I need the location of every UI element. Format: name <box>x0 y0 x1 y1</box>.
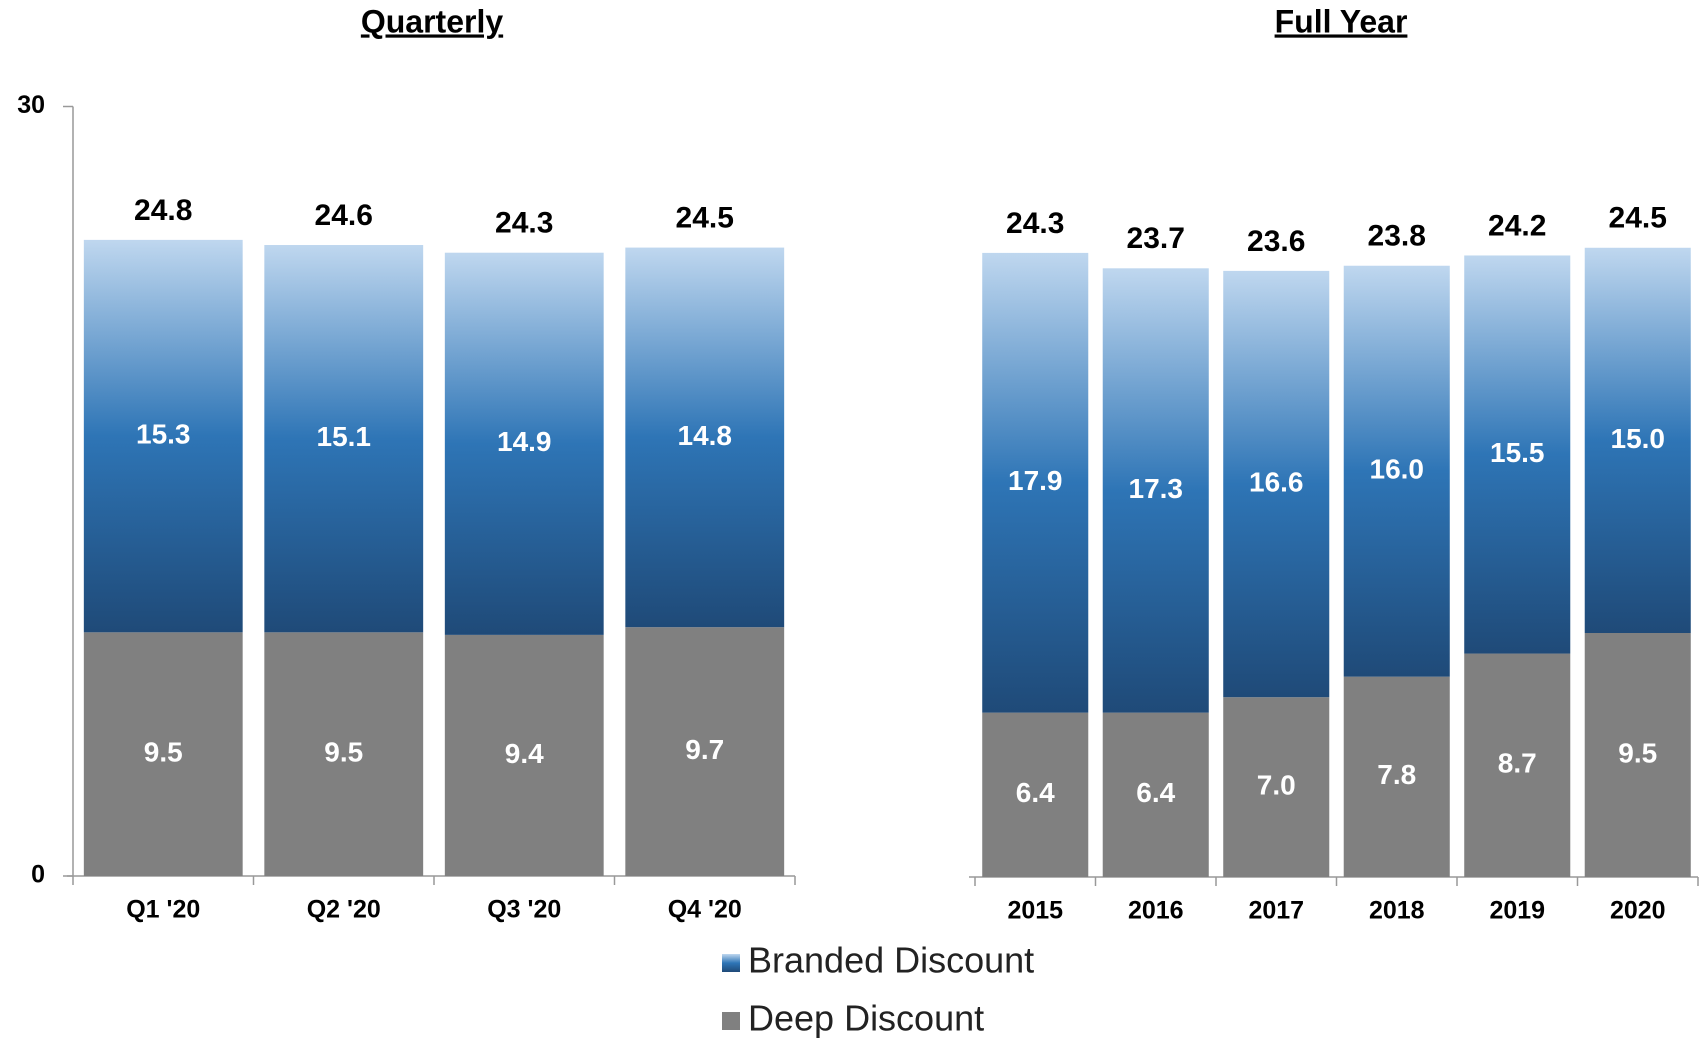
segment-label: 9.5 <box>144 737 183 768</box>
bar-segment <box>444 252 604 635</box>
x-tick-label: 2015 <box>1007 897 1063 925</box>
segment-label: 9.4 <box>505 738 544 769</box>
segment-label: 17.3 <box>1129 473 1184 504</box>
x-tick-label: Q4 '20 <box>668 896 742 924</box>
legend-label: Branded Discount <box>748 940 1034 981</box>
total-label: 23.8 <box>1368 220 1426 253</box>
total-label: 24.3 <box>495 207 553 240</box>
bar-segment <box>1343 265 1450 677</box>
y-tick-label: 30 <box>17 91 45 119</box>
segment-label: 16.6 <box>1249 466 1304 497</box>
bar-segment <box>1223 270 1330 698</box>
legend-swatch <box>722 954 740 972</box>
bar-segment <box>264 632 424 876</box>
total-label: 24.2 <box>1488 209 1546 242</box>
chart-title: Quarterly <box>361 3 503 39</box>
segment-label: 15.3 <box>136 418 191 449</box>
segment-label: 6.4 <box>1136 777 1175 808</box>
x-tick-label: Q1 '20 <box>126 896 200 924</box>
bar-segment <box>83 632 243 876</box>
bar-segment <box>1584 247 1691 634</box>
bar-segment <box>1102 268 1209 713</box>
total-label: 23.7 <box>1127 222 1185 255</box>
segment-label: 14.9 <box>497 426 552 457</box>
segment-label: 9.7 <box>685 734 724 765</box>
legend-label: Deep Discount <box>748 998 984 1039</box>
segment-label: 16.0 <box>1370 454 1425 485</box>
segment-label: 8.7 <box>1498 748 1537 779</box>
total-label: 24.3 <box>1006 207 1064 240</box>
bar-segment <box>1464 653 1571 877</box>
segment-label: 7.0 <box>1257 769 1296 800</box>
x-tick-label: Q3 '20 <box>487 896 561 924</box>
bar-segment <box>982 252 1089 713</box>
total-label: 24.8 <box>134 194 192 227</box>
bar-segment <box>1464 255 1571 654</box>
bar-segment <box>1584 633 1691 877</box>
bar-segment <box>1102 712 1209 877</box>
total-label: 24.6 <box>315 199 373 232</box>
bar-segment <box>444 634 604 876</box>
segment-label: 7.8 <box>1377 759 1416 790</box>
x-tick-label: 2018 <box>1369 897 1425 925</box>
x-tick-label: 2019 <box>1489 897 1545 925</box>
segment-label: 9.5 <box>1618 737 1657 768</box>
bar-segment <box>83 239 243 633</box>
segment-label: 15.0 <box>1611 423 1666 454</box>
segment-label: 17.9 <box>1008 465 1063 496</box>
chart-title: Full Year <box>1275 3 1408 39</box>
bar-segment <box>625 247 785 628</box>
segment-label: 6.4 <box>1016 777 1055 808</box>
bar-segment <box>1343 676 1450 877</box>
x-tick-label: 2020 <box>1610 897 1666 925</box>
x-tick-label: 2017 <box>1248 897 1304 925</box>
bar-segment <box>625 627 785 876</box>
total-label: 23.6 <box>1247 225 1305 258</box>
segment-label: 9.5 <box>324 737 363 768</box>
legend-swatch <box>722 1012 740 1030</box>
bar-segment <box>1223 697 1330 877</box>
bar-segment <box>264 245 424 633</box>
y-tick-label: 0 <box>31 861 45 889</box>
segment-label: 15.5 <box>1490 437 1545 468</box>
total-label: 24.5 <box>676 201 734 234</box>
bar-segment <box>982 712 1089 877</box>
segment-label: 15.1 <box>317 421 372 452</box>
x-tick-label: 2016 <box>1128 897 1184 925</box>
x-tick-label: Q2 '20 <box>307 896 381 924</box>
segment-label: 14.8 <box>678 420 733 451</box>
total-label: 24.5 <box>1609 202 1667 235</box>
